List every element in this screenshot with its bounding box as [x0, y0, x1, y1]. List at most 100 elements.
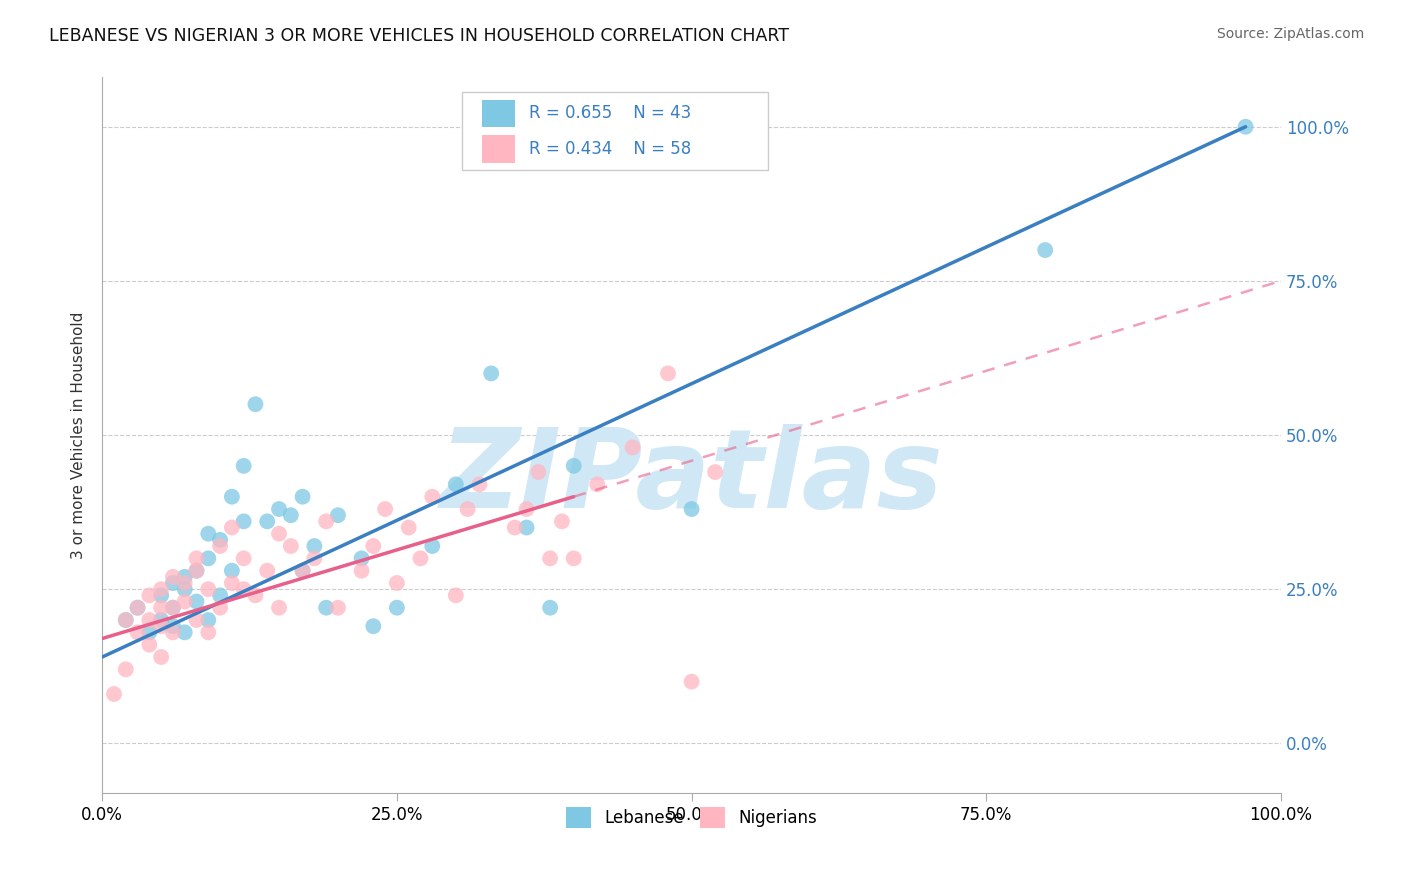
Point [197, 613, 219, 627]
Point [186, 613, 208, 627]
Point [256, 564, 278, 578]
Point [232, 458, 254, 473]
Point [267, 600, 290, 615]
Point [245, 588, 267, 602]
Point [150, 600, 173, 615]
Point [385, 600, 408, 615]
Point [503, 520, 526, 534]
Point [138, 625, 160, 640]
Point [516, 502, 538, 516]
Point [444, 477, 467, 491]
Point [150, 588, 173, 602]
Point [1234, 120, 1257, 134]
Point [209, 539, 232, 553]
Point [420, 539, 443, 553]
Point [173, 582, 195, 597]
Point [527, 465, 550, 479]
Point [479, 367, 502, 381]
Point [221, 490, 243, 504]
Point [444, 588, 467, 602]
Point [114, 613, 136, 627]
Point [291, 564, 314, 578]
Point [267, 502, 290, 516]
Point [409, 551, 432, 566]
Point [267, 526, 290, 541]
Point [162, 619, 184, 633]
Point [232, 514, 254, 528]
Text: LEBANESE VS NIGERIAN 3 OR MORE VEHICLES IN HOUSEHOLD CORRELATION CHART: LEBANESE VS NIGERIAN 3 OR MORE VEHICLES … [49, 27, 789, 45]
Point [209, 600, 232, 615]
Point [704, 465, 727, 479]
Point [186, 564, 208, 578]
Point [162, 570, 184, 584]
Point [657, 367, 679, 381]
Point [138, 638, 160, 652]
Point [538, 551, 561, 566]
Point [173, 576, 195, 591]
Point [516, 520, 538, 534]
Point [291, 564, 314, 578]
Point [197, 582, 219, 597]
Text: Source: ZipAtlas.com: Source: ZipAtlas.com [1216, 27, 1364, 41]
Y-axis label: 3 or more Vehicles in Household: 3 or more Vehicles in Household [72, 311, 86, 558]
Point [114, 662, 136, 676]
Point [221, 576, 243, 591]
Point [150, 582, 173, 597]
Point [420, 490, 443, 504]
Point [256, 514, 278, 528]
Point [538, 600, 561, 615]
Point [304, 539, 326, 553]
Point [197, 526, 219, 541]
Point [209, 588, 232, 602]
Point [162, 600, 184, 615]
Point [232, 582, 254, 597]
Point [621, 441, 644, 455]
Point [315, 600, 337, 615]
Point [551, 514, 574, 528]
Point [150, 613, 173, 627]
Point [103, 687, 125, 701]
Point [127, 600, 149, 615]
Point [173, 625, 195, 640]
Point [245, 397, 267, 411]
Point [162, 576, 184, 591]
Point [138, 613, 160, 627]
Point [186, 551, 208, 566]
Legend: Lebanese, Nigerians: Lebanese, Nigerians [560, 801, 824, 834]
Point [221, 520, 243, 534]
Point [304, 551, 326, 566]
Point [209, 533, 232, 547]
Point [681, 502, 703, 516]
FancyBboxPatch shape [461, 92, 768, 170]
Point [457, 502, 479, 516]
Point [114, 613, 136, 627]
Point [280, 539, 302, 553]
Point [562, 458, 585, 473]
Point [138, 588, 160, 602]
Point [350, 551, 373, 566]
Point [350, 564, 373, 578]
Point [681, 674, 703, 689]
Point [162, 625, 184, 640]
Text: R = 0.655    N = 43: R = 0.655 N = 43 [529, 104, 692, 122]
Point [326, 508, 349, 523]
Point [363, 619, 385, 633]
Point [221, 564, 243, 578]
Point [586, 477, 609, 491]
Point [280, 508, 302, 523]
Point [385, 576, 408, 591]
Point [291, 490, 314, 504]
Point [150, 619, 173, 633]
Point [363, 539, 385, 553]
Text: R = 0.434    N = 58: R = 0.434 N = 58 [529, 140, 692, 158]
Point [232, 551, 254, 566]
Point [562, 551, 585, 566]
Point [173, 594, 195, 608]
Text: ZIPatlas: ZIPatlas [440, 425, 943, 532]
Point [150, 650, 173, 665]
Point [197, 625, 219, 640]
Point [398, 520, 420, 534]
Point [374, 502, 396, 516]
Point [315, 514, 337, 528]
Point [127, 625, 149, 640]
